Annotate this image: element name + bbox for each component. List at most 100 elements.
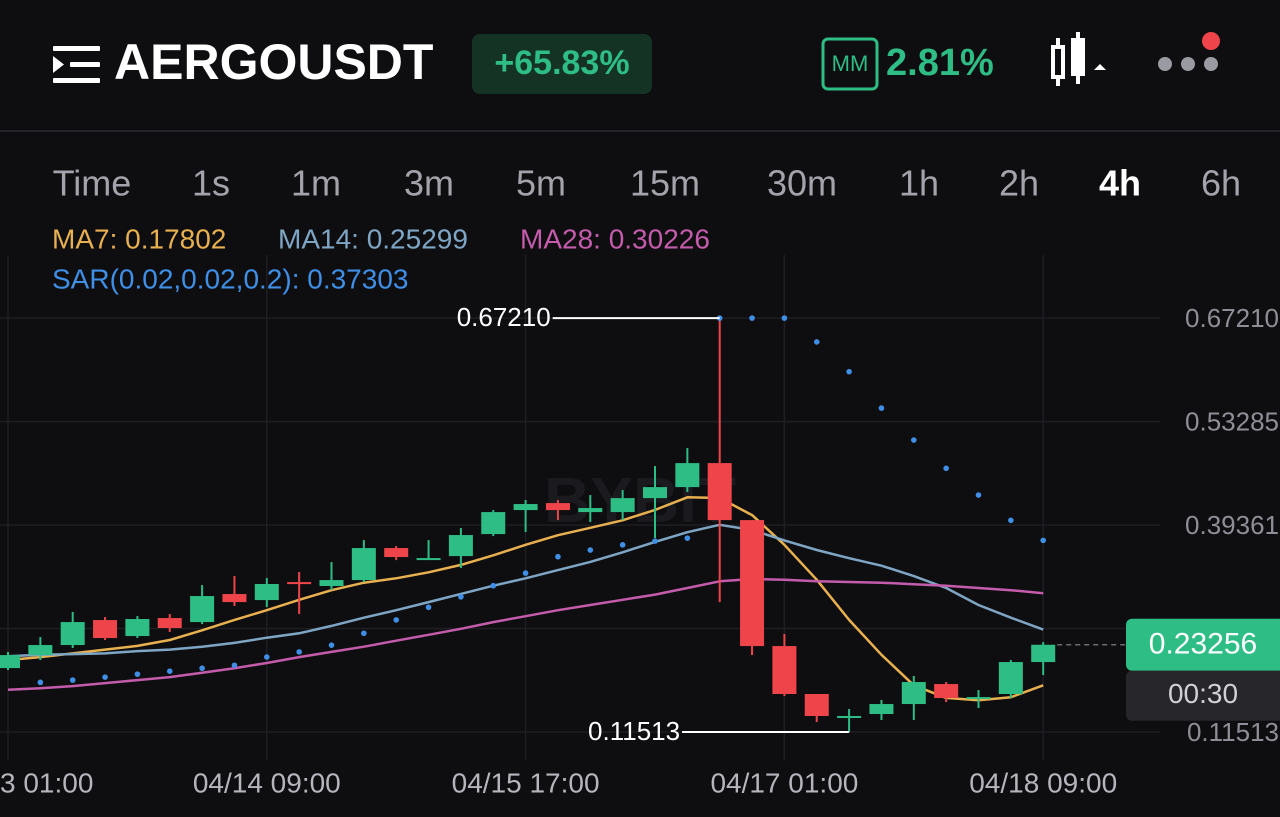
mm-value: 2.81% (886, 42, 994, 84)
sar-dot (199, 665, 205, 672)
candle-body (157, 618, 182, 629)
y-tick-label: 0.39361 (1185, 510, 1279, 540)
sar-dot (102, 674, 108, 680)
sar-dot (361, 630, 367, 637)
last-price-label: 0.23256 (1149, 628, 1257, 661)
sar-dot (975, 492, 982, 498)
sar-dot (231, 662, 238, 669)
countdown-box (1126, 670, 1280, 721)
candle-body (934, 684, 959, 699)
legend-entry: MA7: 0.17802 (52, 223, 226, 254)
candle-body (222, 594, 247, 603)
candle-body (675, 463, 700, 488)
legend-entry: SAR(0.02,0.02,0.2): 0.37303 (52, 263, 408, 294)
candle-body (287, 582, 312, 585)
y-tick-label: 0.53285 (1185, 406, 1279, 436)
sar-dot (1040, 537, 1046, 544)
candle-body (643, 487, 667, 499)
candle-body (190, 596, 215, 623)
x-tick-label: 04/18 09:00 (969, 767, 1117, 798)
sar-dot (166, 668, 173, 674)
ma-line (7, 496, 1044, 702)
sar-dot (813, 339, 820, 345)
candle-body (384, 548, 409, 558)
candle-body (1031, 644, 1056, 663)
change: +65.83% (494, 44, 629, 82)
mm-label[interactable]: MM (832, 51, 869, 76)
timeframe-tab[interactable]: 1h (899, 163, 939, 204)
timeframe-bar: Time 1s 1m 3m 5m 15m 30m 1h 2h 4h 6h (53, 163, 1241, 204)
ma-line (7, 577, 1044, 692)
chart: BYBIT0.672100.532850.393610.254370.11513… (0, 223, 1280, 798)
mm-badge[interactable] (821, 37, 879, 91)
annotation-label: 0.11513 (588, 716, 680, 746)
candle-body (513, 504, 538, 511)
sar-dot (522, 570, 529, 576)
timeframe-tab[interactable]: 6h (1201, 163, 1241, 204)
timeframe-tab[interactable]: 1s (192, 163, 230, 204)
candle-body (125, 619, 150, 637)
candle-body (610, 498, 635, 513)
candle-body (740, 520, 765, 647)
y-tick-label: 0.11513 (1187, 717, 1279, 747)
sar-dot (296, 649, 302, 655)
sar-dot (587, 547, 594, 553)
sar-dot (69, 677, 76, 683)
timeframe-tab[interactable]: 15m (630, 163, 700, 204)
candle-body (416, 558, 441, 561)
sar-dot (652, 538, 658, 544)
timeframe-tab[interactable]: 3m (404, 163, 454, 204)
timeframe-tab[interactable]: 4h (1099, 163, 1141, 204)
ma-line (7, 523, 1044, 658)
sar-dot (425, 604, 432, 611)
last-price-box (1126, 618, 1280, 671)
timeframe-tab[interactable]: 5m (516, 163, 566, 204)
legend-entry: MA14: 0.25299 (278, 223, 468, 254)
sar-dot (134, 671, 141, 677)
legend-entry: MA28: 0.30226 (520, 223, 710, 254)
candle-body (772, 646, 797, 695)
sar-dot (393, 617, 400, 623)
sar-dot (878, 405, 885, 411)
x-tick-label: 04/14 09:00 (193, 767, 341, 798)
sar-dot (490, 582, 497, 589)
menu-icon[interactable] (53, 46, 100, 83)
x-tick-label: 04/15 17:00 (452, 767, 600, 798)
candle-body (966, 697, 991, 700)
candle-body (60, 622, 85, 646)
x-tick-label: 04/17 01:00 (710, 767, 858, 798)
timeframe-tab[interactable]: 30m (767, 163, 837, 204)
change-badge (472, 34, 652, 94)
candle-body (351, 548, 376, 581)
sar-dot (37, 679, 44, 686)
candle-body (998, 662, 1023, 695)
countdown: 00:30 (1168, 678, 1238, 709)
more-icon[interactable] (1158, 32, 1220, 71)
watermark: BYBIT (544, 464, 736, 536)
candle-body (93, 620, 118, 639)
x-tick-label: 3 01:00 (0, 767, 93, 798)
chart-type-icon[interactable] (1051, 32, 1106, 86)
candle-body (28, 645, 53, 656)
y-tick-label: 0.67210 (1185, 303, 1279, 333)
candle-body (901, 682, 926, 705)
symbol[interactable]: AERGOUSDT (114, 34, 433, 90)
candle-body (578, 508, 603, 513)
timeframe-tab[interactable]: 2h (999, 163, 1039, 204)
sar-dot (943, 465, 949, 472)
sar-dot (684, 535, 691, 541)
sar-dot (1008, 517, 1014, 524)
sar-dot (555, 553, 561, 560)
annotation-label: 0.67210 (457, 302, 551, 332)
sar-dot (781, 315, 788, 321)
candle-body (545, 503, 570, 511)
sar-dot (619, 542, 626, 548)
candle-body (804, 694, 829, 717)
timeframe-tab[interactable]: 1m (291, 163, 341, 204)
sar-dot (911, 437, 917, 443)
timeframe-tab[interactable]: Time (53, 163, 132, 204)
sar-dot (749, 315, 755, 321)
